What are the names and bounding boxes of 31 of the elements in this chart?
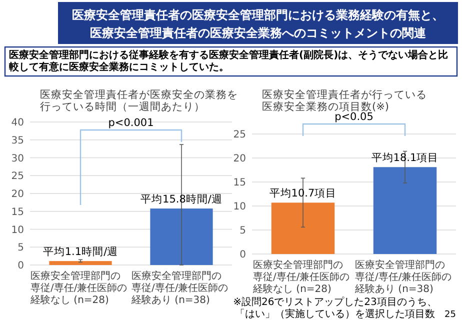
y-tick-label: 5 bbox=[240, 226, 246, 236]
y-tick-label: 35 bbox=[11, 135, 24, 146]
x-tick-label: 医療安全管理部門の専従/専任/兼任医師の経験あり (n=38) bbox=[130, 270, 228, 306]
x-tick-label: 医療安全管理部門の専従/専任/兼任医師の経験あり (n=38) bbox=[354, 259, 452, 295]
y-tick-label: 10 bbox=[233, 202, 246, 212]
text: 25 bbox=[444, 310, 456, 320]
y-tick-label: 25 bbox=[11, 171, 24, 182]
y-tick-label: 20 bbox=[11, 189, 24, 200]
y-tick-label: 15 bbox=[233, 178, 246, 188]
y-tick-label: 0 bbox=[240, 250, 246, 260]
annotation: p<0.001 bbox=[108, 117, 154, 129]
chart-title: 医療安全管理責任者が医療安全の業務を行っている時間（一週間あたり） bbox=[40, 88, 238, 113]
text: ※設問26でリストアップした23項目のうち、「はい」（実施している）を選択した項目数 bbox=[233, 296, 437, 320]
x-tick-label: 医療安全管理部門の専従/専任/兼任医師の経験なし (n=28) bbox=[252, 259, 350, 295]
y-tick-label: 30 bbox=[11, 153, 24, 164]
y-tick-label: 5 bbox=[18, 242, 24, 254]
y-tick-label: 10 bbox=[11, 224, 24, 236]
y-tick-label: 15 bbox=[11, 206, 24, 218]
y-tick-label: 20 bbox=[233, 154, 246, 164]
data-label: 平均18.1項目 bbox=[371, 152, 439, 164]
header: 医療安全管理責任者の医療安全管理部門における業務経験の有無と、医療安全管理責任者の医療安全業務へのコミットメントの関連 bbox=[58, 2, 458, 44]
y-tick-label: 40 bbox=[11, 118, 24, 128]
bracket: p<0.05 bbox=[302, 111, 406, 136]
data-label: 平均1.1時間/週 bbox=[42, 245, 118, 258]
data-label: 平均10.7項目 bbox=[269, 188, 337, 200]
y-tick-label: 25 bbox=[233, 130, 246, 140]
chart-title: 医療安全管理責任者が行っている医療安全業務の項目数(※) bbox=[262, 88, 427, 113]
x-tick-label: 医療安全管理部門の専従/専任/兼任医師の経験なし (n=28) bbox=[30, 270, 128, 306]
summary: 医療安全管理部門における従事経験を有する医療安全管理責任者(副院長)は、そうでない場合と比較して有意に医療安全業務にコミットしていた。 bbox=[4, 46, 458, 77]
y-tick-label: 0 bbox=[18, 260, 24, 272]
data-label: 平均15.8時間/週 bbox=[140, 192, 222, 206]
